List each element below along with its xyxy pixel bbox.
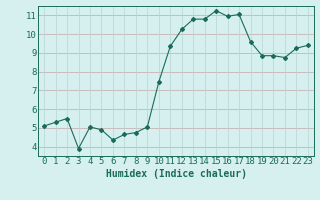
X-axis label: Humidex (Indice chaleur): Humidex (Indice chaleur) [106, 169, 246, 179]
